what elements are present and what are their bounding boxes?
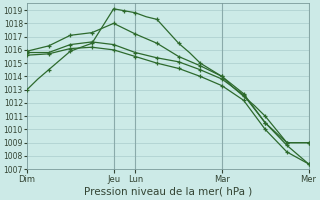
X-axis label: Pression niveau de la mer( hPa ): Pression niveau de la mer( hPa ): [84, 187, 252, 197]
